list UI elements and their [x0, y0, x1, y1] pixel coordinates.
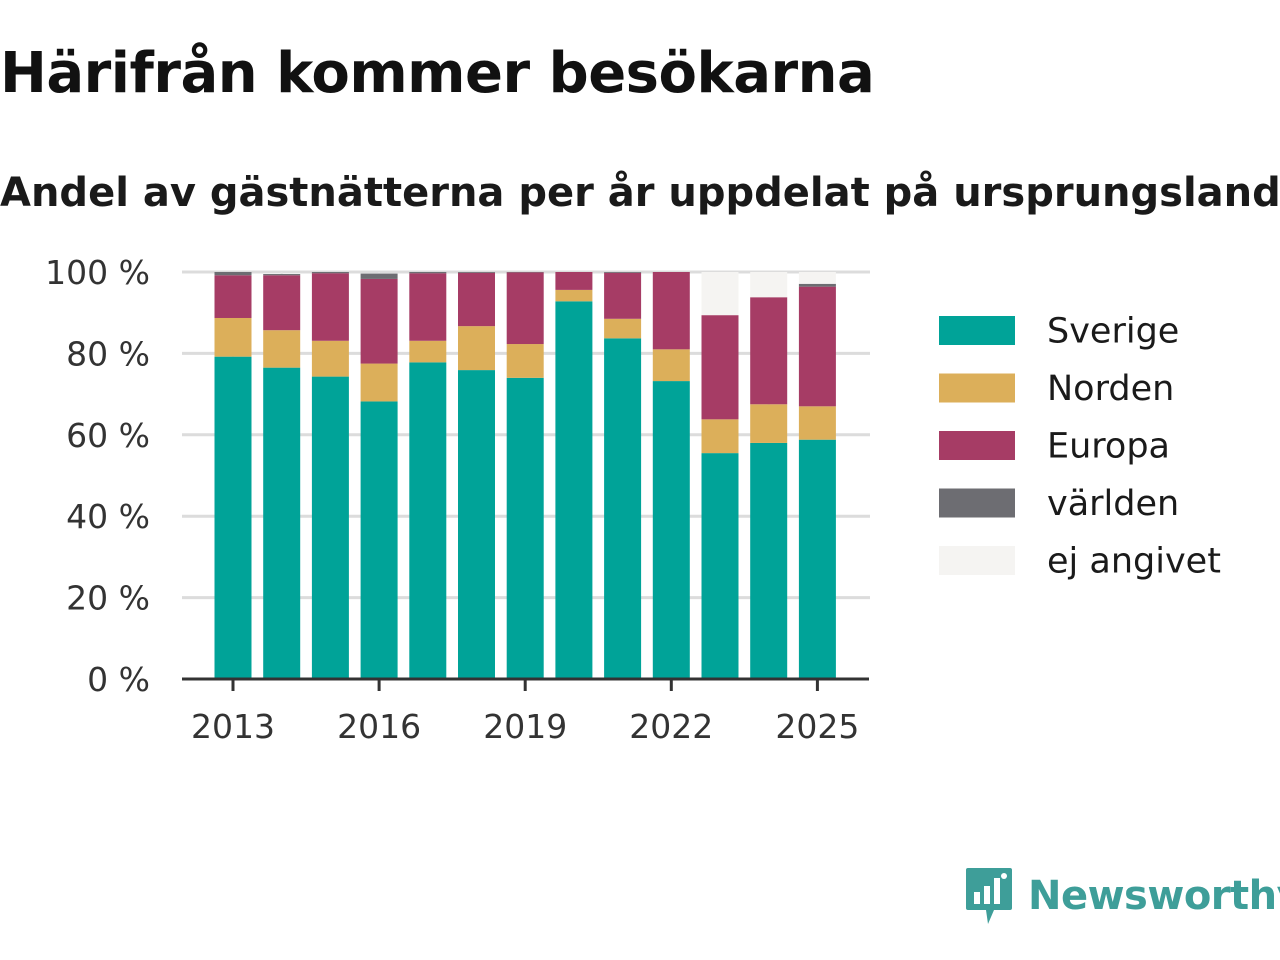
bar-segment	[750, 404, 788, 443]
bar-segment	[652, 349, 690, 382]
legend-label: världen	[1047, 484, 1179, 524]
bar-segment	[458, 272, 495, 327]
legend-label: ej angivet	[1047, 542, 1221, 582]
bar-segment	[798, 283, 836, 287]
bar-segment	[798, 439, 836, 679]
legend-label: Europa	[1047, 427, 1170, 467]
bar-segment	[506, 344, 544, 378]
bar-segment	[701, 453, 739, 679]
legend-swatch	[939, 546, 1015, 575]
newsworthy-logo-icon	[966, 868, 1012, 924]
bar-segment	[604, 272, 642, 319]
legend-label: Sverige	[1047, 312, 1179, 352]
x-tick-label: 2016	[337, 707, 421, 746]
bar-segment	[750, 272, 788, 298]
y-tick-label: 40 %	[66, 497, 150, 536]
bar-segment	[214, 275, 252, 318]
y-tick-label: 0 %	[87, 660, 150, 699]
bar-segment	[311, 273, 349, 341]
bar-segment	[798, 272, 836, 284]
bar-segment	[750, 442, 788, 679]
bar-segment	[798, 406, 836, 440]
bar-segment	[409, 273, 447, 341]
y-tick-label: 60 %	[66, 416, 150, 455]
bar-segment	[263, 275, 301, 331]
legend-swatch	[939, 431, 1015, 460]
legend-swatch	[939, 373, 1015, 403]
axes: 0 % 20 % 40 % 60 % 80 % 100 % 2013 2016 2019 2022…	[45, 253, 869, 746]
bar-segment	[555, 301, 593, 679]
legend-label: Norden	[1047, 369, 1174, 409]
bar-segment	[311, 272, 349, 274]
bar-segment	[652, 272, 690, 350]
bar-segment	[311, 376, 349, 679]
bar-segment	[311, 340, 349, 377]
bar-segment	[701, 315, 739, 420]
bar-segment	[409, 362, 447, 679]
bar-segment	[458, 272, 495, 273]
bar-segment	[360, 363, 398, 402]
bar-segment	[604, 318, 642, 339]
brand-name: Newsworthy	[1028, 873, 1280, 919]
bar-segment	[409, 272, 447, 274]
bar-segment	[458, 326, 495, 371]
bar-segment	[263, 367, 301, 679]
bar-segment	[750, 297, 788, 405]
newsworthy-logo: Newsworthy	[964, 864, 1280, 928]
y-tick-label: 100 %	[45, 253, 150, 292]
bar-segment	[506, 272, 544, 345]
x-tick-label: 2019	[483, 707, 567, 746]
bar-segment	[555, 289, 593, 302]
chart-subtitle: Andel av gästnätterna per år uppdelat på…	[0, 170, 1280, 216]
bar-segment	[604, 338, 642, 679]
bar-segment	[701, 272, 739, 316]
bar-segment	[214, 272, 252, 276]
bar-segment	[604, 272, 642, 273]
y-tick-label: 80 %	[66, 334, 150, 373]
bar-segment	[214, 317, 252, 357]
legend: Sverige Norden Europa världen ej angivet	[939, 312, 1221, 582]
bar-segment	[555, 272, 593, 290]
bar-segment	[263, 274, 301, 276]
y-tick-label: 20 %	[66, 579, 150, 618]
x-tick-label: 2022	[629, 707, 713, 746]
bar-segment	[458, 370, 495, 679]
x-tick-label: 2025	[775, 707, 859, 746]
bar-segment	[263, 330, 301, 368]
bar-segment	[214, 356, 252, 679]
bar-segment	[409, 340, 447, 363]
bar-segment	[506, 377, 544, 679]
legend-swatch	[939, 316, 1015, 345]
bar-segment	[360, 278, 398, 364]
bars	[214, 272, 836, 679]
bar-segment	[701, 419, 739, 454]
bar-segment	[652, 381, 690, 679]
legend-swatch	[939, 488, 1015, 518]
x-tick-label: 2013	[191, 707, 275, 746]
bar-segment	[360, 273, 398, 279]
chart-title: Härifrån kommer besökarna	[0, 41, 875, 106]
bar-segment	[360, 401, 398, 679]
bar-segment	[798, 286, 836, 407]
